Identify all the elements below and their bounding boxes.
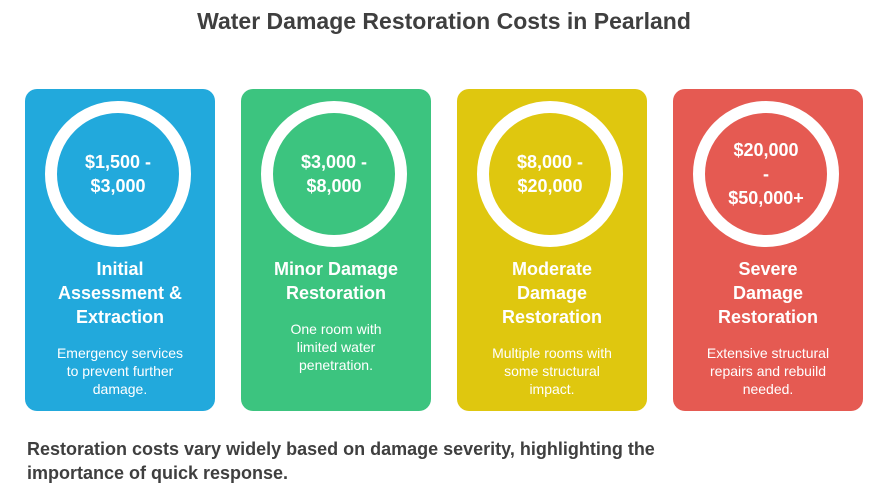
card-severe-damage: $20,000 - $50,000+ Severe Damage Restora… [673,89,863,411]
footer-note: Restoration costs vary widely based on d… [27,439,655,483]
card-name: Severe Damage Restoration [717,259,818,327]
price-label: $20,000 - $50,000+ [728,140,804,208]
card-initial-assessment: $1,500 - $3,000 Initial Assessment & Ext… [25,89,215,411]
price-label: $8,000 - $20,000 [516,152,584,196]
card-description: One room with limited water penetration. [290,321,382,373]
card-name: Moderate Damage Restoration [501,259,602,327]
price-label: $1,500 - $3,000 [84,152,152,196]
price-ring: $1,500 - $3,000 [45,101,191,247]
price-label: $3,000 - $8,000 [300,152,368,196]
price-ring: $3,000 - $8,000 [261,101,407,247]
card-description: Multiple rooms with some structural impa… [492,345,612,397]
page-title: Water Damage Restoration Costs in Pearla… [197,8,691,34]
price-ring: $20,000 - $50,000+ [693,101,839,247]
card-minor-damage: $3,000 - $8,000 Minor Damage Restoration… [241,89,431,411]
card-moderate-damage: $8,000 - $20,000 Moderate Damage Restora… [457,89,647,411]
card-name: Minor Damage Restoration [273,259,399,303]
card-name: Initial Assessment & Extraction [57,259,183,327]
card-description: Emergency services to prevent further da… [56,345,184,397]
card-description: Extensive structural repairs and rebuild… [706,345,830,397]
price-ring: $8,000 - $20,000 [477,101,623,247]
